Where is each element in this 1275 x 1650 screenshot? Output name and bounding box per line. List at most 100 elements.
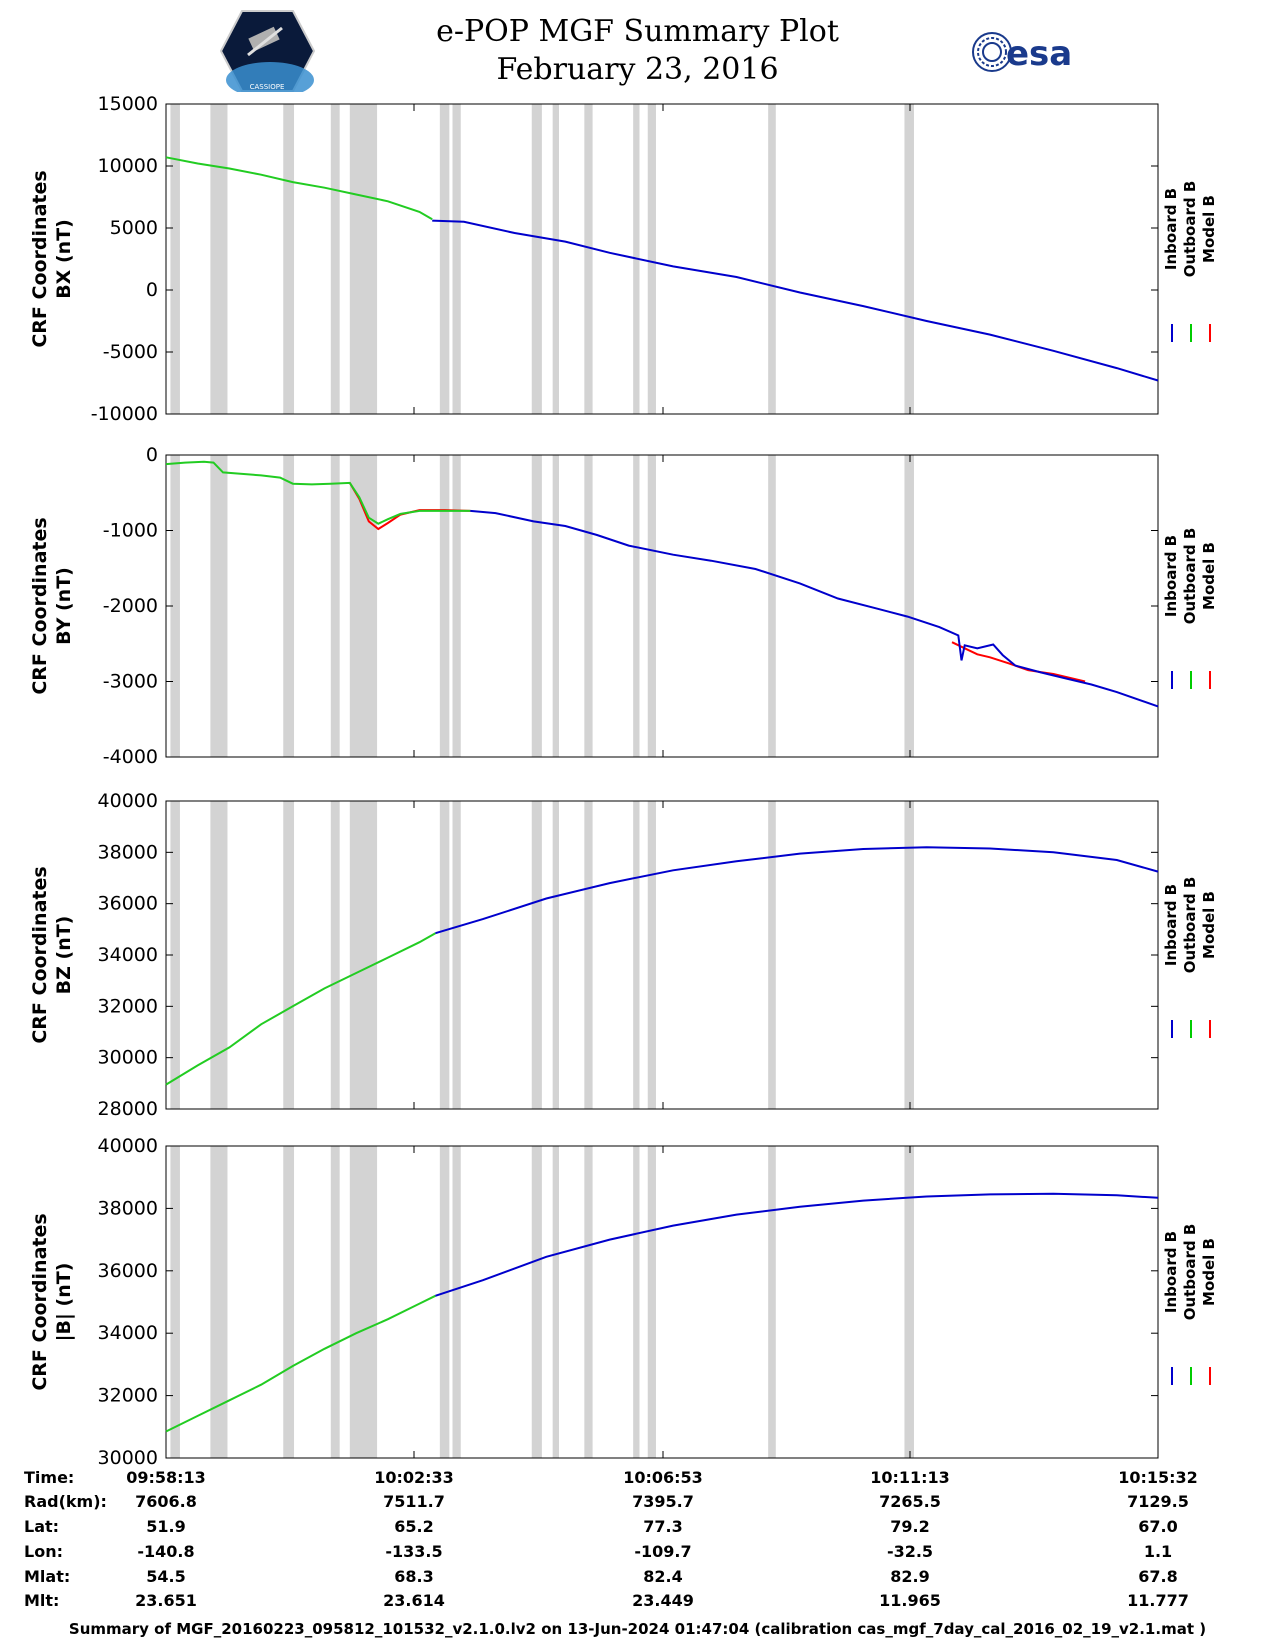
- inboard-b-series-line: [435, 846, 1159, 935]
- ephemeris-value: 54.5: [146, 1567, 185, 1586]
- gap-band: [647, 801, 656, 1109]
- gap-band: [210, 801, 228, 1109]
- y-tick-label: 34000: [98, 944, 158, 966]
- panel-frame: [165, 103, 1159, 415]
- gap-band: [349, 104, 378, 414]
- y-tick-label: -1000: [103, 520, 158, 542]
- inboard-b-series-line: [435, 1192, 1159, 1297]
- legend-label: Model B: [1200, 1238, 1218, 1306]
- ephemeris-value: 68.3: [394, 1567, 433, 1586]
- gap-band: [768, 455, 776, 757]
- ephemeris-value: 7265.5: [879, 1492, 941, 1511]
- ephemeris-value: 10:02:33: [374, 1468, 454, 1487]
- gap-band: [349, 455, 378, 757]
- plot-title-line1: e-POP MGF Summary Plot: [436, 14, 839, 49]
- gap-band: [330, 801, 340, 1109]
- ephemeris-row-label: Mlt:: [24, 1591, 59, 1610]
- legend-label: Outboard B: [1181, 528, 1199, 625]
- gap-band: [452, 455, 461, 757]
- gap-band: [330, 1146, 340, 1458]
- panel-frame: [165, 800, 1159, 1110]
- ephemeris-value: 65.2: [394, 1517, 433, 1536]
- legend-label: Model B: [1200, 542, 1218, 610]
- outboard-b-series-line: [165, 460, 471, 525]
- gap-band: [349, 801, 378, 1109]
- gap-band: [439, 1146, 450, 1458]
- gap-band: [552, 1146, 559, 1458]
- y-tick-label: 34000: [98, 1322, 158, 1344]
- gap-band: [330, 104, 340, 414]
- ephemeris-row-label: Rad(km):: [24, 1492, 107, 1511]
- y-axis-label-line1: CRF Coordinates: [29, 517, 51, 694]
- gap-band: [452, 104, 461, 414]
- gap-band: [170, 455, 180, 757]
- y-tick-label: 32000: [98, 995, 158, 1017]
- ephemeris-value: 23.449: [632, 1591, 694, 1610]
- ephemeris-value: 7606.8: [135, 1492, 197, 1511]
- ephemeris-value: 23.651: [135, 1591, 197, 1610]
- gap-band: [452, 1146, 461, 1458]
- ephemeris-value: 11.965: [879, 1591, 941, 1610]
- ephemeris-value: 11.777: [1127, 1591, 1189, 1610]
- ephemeris-value: 82.9: [890, 1567, 929, 1586]
- gap-band: [531, 104, 542, 414]
- legend-label: Inboard B: [1162, 535, 1180, 617]
- esa-logo: esa: [970, 30, 1080, 85]
- y-tick-label: 10000: [98, 155, 158, 177]
- gap-band: [904, 1146, 914, 1458]
- ephemeris-value: 67.0: [1138, 1517, 1177, 1536]
- svg-text:esa: esa: [1006, 34, 1072, 74]
- gap-band: [584, 801, 593, 1109]
- ephemeris-value: 10:06:53: [623, 1468, 703, 1487]
- gap-band: [552, 455, 559, 757]
- ephemeris-row-label: Lat:: [24, 1517, 59, 1536]
- gap-band: [531, 455, 542, 757]
- legend-label: Model B: [1200, 195, 1218, 263]
- panel-frame: [165, 1145, 1159, 1459]
- y-axis-label-line2: BY (nT): [53, 567, 75, 645]
- gap-band: [647, 1146, 656, 1458]
- model-b-series-line: [951, 641, 1086, 683]
- gap-band: [647, 455, 656, 757]
- svg-text:CASSIOPE: CASSIOPE: [250, 83, 285, 91]
- y-tick-label: -4000: [103, 746, 158, 768]
- ephemeris-row-label: Time:: [24, 1468, 74, 1487]
- y-tick-label: 38000: [98, 841, 158, 863]
- y-tick-label: 30000: [98, 1447, 158, 1469]
- gap-band: [170, 801, 180, 1109]
- y-tick-label: 40000: [98, 790, 158, 812]
- gap-band: [531, 801, 542, 1109]
- ephemeris-value: 77.3: [643, 1517, 682, 1536]
- y-tick-label: 32000: [98, 1385, 158, 1407]
- y-axis-label-line1: CRF Coordinates: [29, 866, 51, 1043]
- ephemeris-value: 7129.5: [1127, 1492, 1189, 1511]
- y-axis-label-line2: BZ (nT): [53, 916, 75, 995]
- y-axis-label-line1: CRF Coordinates: [29, 170, 51, 347]
- gap-band: [170, 104, 180, 414]
- y-tick-label: 15000: [98, 93, 158, 115]
- ephemeris-row-label: Mlat:: [24, 1567, 70, 1586]
- ephemeris-value: -133.5: [385, 1542, 442, 1561]
- y-tick-label: 28000: [98, 1098, 158, 1120]
- ephemeris-value: 10:11:13: [870, 1468, 950, 1487]
- gap-band: [283, 801, 295, 1109]
- ephemeris-value: 10:15:32: [1118, 1468, 1198, 1487]
- y-tick-label: -5000: [103, 341, 158, 363]
- gap-band: [768, 801, 776, 1109]
- y-tick-label: 0: [146, 444, 158, 466]
- y-tick-label: 40000: [98, 1135, 158, 1157]
- ephemeris-value: 7395.7: [632, 1492, 694, 1511]
- gap-band: [170, 1146, 180, 1458]
- gap-band: [768, 104, 776, 414]
- legend-label: Outboard B: [1181, 181, 1199, 278]
- gap-band: [633, 1146, 640, 1458]
- gap-band: [904, 801, 914, 1109]
- y-tick-label: 0: [146, 279, 158, 301]
- y-tick-label: -10000: [91, 403, 158, 425]
- legend-label: Inboard B: [1162, 884, 1180, 966]
- ephemeris-row-label: Lon:: [24, 1542, 63, 1561]
- legend-label: Inboard B: [1162, 188, 1180, 270]
- gap-band: [531, 1146, 542, 1458]
- ephemeris-value: 67.8: [1138, 1567, 1177, 1586]
- ephemeris-value: -140.8: [137, 1542, 194, 1561]
